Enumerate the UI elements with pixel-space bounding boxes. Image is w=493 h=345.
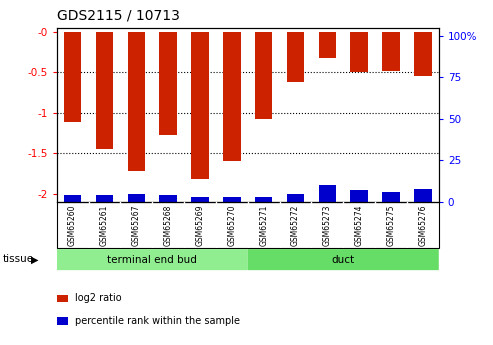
- Text: GSM65271: GSM65271: [259, 204, 268, 246]
- FancyBboxPatch shape: [247, 249, 439, 270]
- Bar: [287, 194, 304, 202]
- Bar: [223, 32, 241, 161]
- Bar: [96, 195, 113, 202]
- FancyBboxPatch shape: [57, 249, 247, 270]
- Bar: [191, 32, 209, 179]
- Text: terminal end bud: terminal end bud: [107, 255, 197, 265]
- Bar: [57, 202, 439, 248]
- Bar: [287, 32, 304, 82]
- Bar: [191, 197, 209, 202]
- Bar: [128, 194, 145, 202]
- Bar: [414, 189, 431, 202]
- Text: GDS2115 / 10713: GDS2115 / 10713: [57, 9, 179, 23]
- Text: GSM65276: GSM65276: [419, 204, 427, 246]
- Text: GSM65275: GSM65275: [387, 204, 395, 246]
- Bar: [351, 32, 368, 72]
- Bar: [159, 32, 177, 135]
- Bar: [64, 32, 81, 122]
- Text: GSM65261: GSM65261: [100, 204, 109, 246]
- Text: GSM65260: GSM65260: [68, 204, 77, 246]
- Bar: [255, 32, 273, 119]
- Text: GSM65270: GSM65270: [227, 204, 236, 246]
- Text: GSM65274: GSM65274: [354, 204, 364, 246]
- Bar: [223, 197, 241, 202]
- Bar: [382, 192, 400, 202]
- Bar: [351, 190, 368, 202]
- Bar: [128, 32, 145, 171]
- Bar: [96, 32, 113, 149]
- Text: GSM65268: GSM65268: [164, 204, 173, 246]
- Text: GSM65273: GSM65273: [323, 204, 332, 246]
- Bar: [318, 185, 336, 202]
- Bar: [382, 32, 400, 70]
- Text: duct: duct: [332, 255, 355, 265]
- Text: log2 ratio: log2 ratio: [75, 294, 122, 303]
- Text: GSM65272: GSM65272: [291, 204, 300, 246]
- Bar: [414, 32, 431, 76]
- Text: GSM65267: GSM65267: [132, 204, 141, 246]
- Bar: [159, 195, 177, 202]
- Text: GSM65269: GSM65269: [195, 204, 205, 246]
- Bar: [318, 32, 336, 58]
- Text: ▶: ▶: [31, 255, 38, 264]
- Bar: [255, 197, 273, 202]
- Text: tissue: tissue: [2, 255, 34, 264]
- Bar: [64, 195, 81, 202]
- Text: percentile rank within the sample: percentile rank within the sample: [75, 316, 240, 326]
